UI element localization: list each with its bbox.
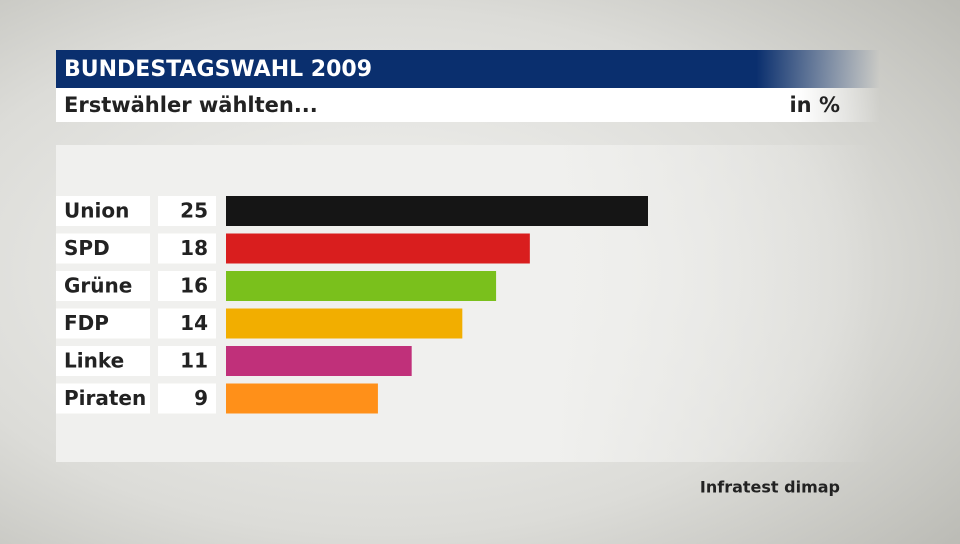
category-label: Piraten xyxy=(64,386,146,410)
chart-title: BUNDESTAGSWAHL 2009 xyxy=(64,57,372,82)
bar xyxy=(226,346,412,376)
value-label: 25 xyxy=(180,199,208,223)
source: Infratest dimap xyxy=(700,478,840,497)
category-label: Union xyxy=(64,199,129,223)
value-label: 16 xyxy=(180,274,208,298)
label-box xyxy=(56,233,150,264)
bar xyxy=(226,308,463,339)
category-label: SPD xyxy=(64,236,110,260)
unit-label: in % xyxy=(789,93,840,117)
bar xyxy=(226,233,530,264)
bar xyxy=(226,271,497,301)
label-box xyxy=(56,346,150,376)
chart-subtitle: Erstwähler wählten... xyxy=(64,93,318,117)
value-box xyxy=(158,383,216,414)
value-label: 11 xyxy=(180,349,208,373)
value-box xyxy=(158,346,216,376)
subtitle-bar xyxy=(56,88,880,122)
bar xyxy=(226,196,648,226)
value-label: 18 xyxy=(180,236,208,260)
value-box xyxy=(158,308,216,339)
title-bar xyxy=(56,50,880,88)
label-box xyxy=(56,308,150,339)
label-box xyxy=(56,271,150,301)
category-label: Linke xyxy=(64,349,124,373)
category-label: FDP xyxy=(64,311,109,335)
bar xyxy=(226,383,378,414)
label-box xyxy=(56,196,150,226)
panel xyxy=(56,145,876,462)
value-box xyxy=(158,196,216,226)
value-box xyxy=(158,233,216,264)
value-label: 9 xyxy=(194,386,208,410)
label-box xyxy=(56,383,150,414)
value-label: 14 xyxy=(180,311,208,335)
value-box xyxy=(158,271,216,301)
category-label: Grüne xyxy=(64,274,132,298)
